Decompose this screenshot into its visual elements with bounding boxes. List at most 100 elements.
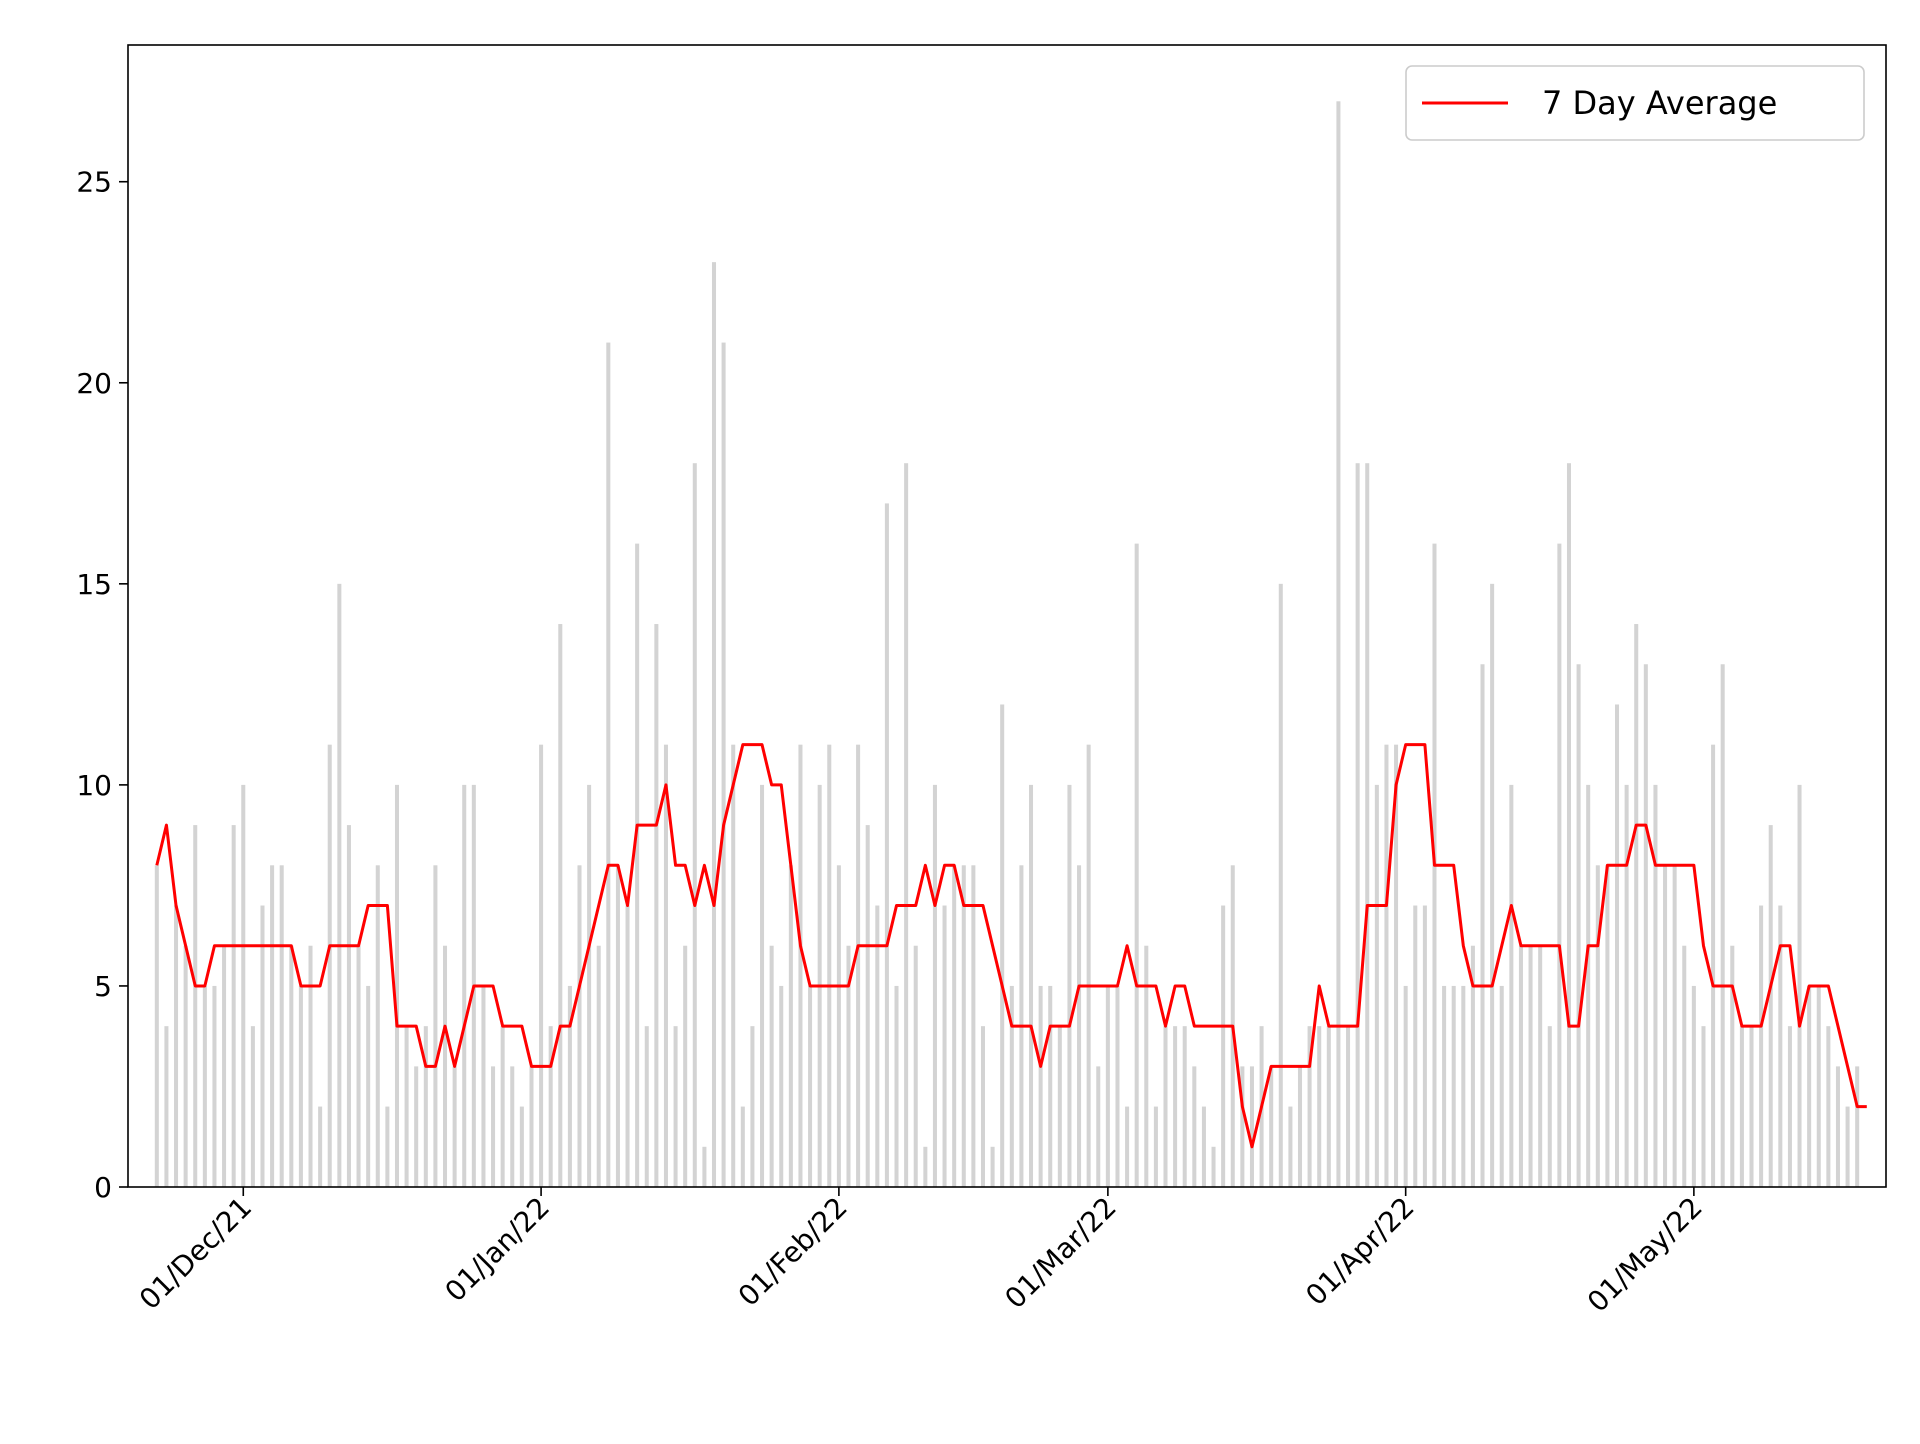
bar	[1499, 985, 1504, 1187]
bar	[154, 865, 159, 1187]
bar	[1826, 1026, 1831, 1187]
bar	[1403, 985, 1408, 1187]
bar	[884, 503, 889, 1187]
bar	[356, 945, 361, 1187]
bar	[923, 1146, 928, 1187]
bar	[865, 825, 870, 1187]
bar	[1691, 985, 1696, 1187]
plot-frame	[127, 44, 1887, 1188]
bar	[1807, 985, 1812, 1187]
bar	[1297, 1066, 1303, 1187]
bar	[615, 865, 620, 1187]
bar	[1269, 1066, 1274, 1187]
bar	[1307, 1026, 1312, 1187]
bar	[702, 1146, 707, 1187]
bar	[318, 1106, 323, 1187]
bar	[1624, 784, 1629, 1187]
bar	[1163, 1026, 1168, 1187]
legend-label: 7 Day Average	[1542, 84, 1777, 122]
bar	[625, 905, 630, 1187]
bar	[423, 1026, 428, 1187]
bar	[510, 1066, 515, 1187]
bar	[1182, 1026, 1187, 1187]
bar	[1000, 704, 1005, 1187]
bar	[1057, 1026, 1062, 1187]
bar	[1470, 945, 1475, 1187]
bar	[856, 744, 861, 1187]
bar	[1615, 704, 1620, 1187]
bar	[1759, 905, 1764, 1187]
bar	[644, 1026, 649, 1187]
bar	[1086, 744, 1091, 1187]
bar	[481, 985, 486, 1187]
bar	[1288, 1106, 1293, 1187]
bar	[1317, 1026, 1322, 1187]
bar	[932, 784, 937, 1187]
bar	[673, 1026, 678, 1187]
bar	[952, 865, 957, 1187]
bar	[222, 945, 227, 1187]
bar	[452, 1066, 457, 1187]
bar	[769, 945, 774, 1187]
bar	[875, 905, 880, 1187]
bar	[1394, 744, 1399, 1187]
bar	[596, 945, 601, 1187]
bar	[1653, 784, 1658, 1187]
bar	[202, 985, 207, 1187]
bar	[529, 1066, 534, 1187]
bar	[1461, 985, 1466, 1187]
bar	[1173, 1026, 1178, 1187]
bar	[1355, 463, 1360, 1187]
bar	[1682, 945, 1687, 1187]
bar	[548, 1026, 553, 1187]
bar	[1509, 784, 1514, 1187]
y-tick-label: 15	[76, 568, 112, 601]
bar	[1595, 865, 1600, 1187]
bar	[1701, 1026, 1706, 1187]
bar	[971, 865, 976, 1187]
bar	[808, 985, 813, 1187]
bar	[1855, 1066, 1860, 1187]
bar	[1048, 985, 1053, 1187]
bar	[1451, 985, 1456, 1187]
bar	[1105, 985, 1110, 1187]
y-tick-label: 25	[76, 166, 112, 199]
bar	[1643, 664, 1648, 1187]
bar	[942, 905, 947, 1187]
bar	[1346, 1026, 1351, 1187]
bar	[654, 624, 659, 1187]
bar	[606, 342, 611, 1187]
bar	[231, 825, 236, 1187]
bar	[241, 784, 246, 1187]
bar	[1518, 945, 1523, 1187]
bar	[1547, 1026, 1552, 1187]
bar	[1787, 1026, 1792, 1187]
legend-box	[1405, 65, 1865, 141]
bar	[491, 1066, 496, 1187]
bar	[443, 945, 448, 1187]
bar	[1576, 664, 1581, 1187]
bar	[904, 463, 909, 1187]
bar	[366, 985, 371, 1187]
bar	[1835, 1066, 1840, 1187]
bar	[1374, 784, 1379, 1187]
bar	[760, 784, 765, 1187]
bar	[1586, 784, 1591, 1187]
bar	[1413, 905, 1418, 1187]
bar	[289, 945, 294, 1187]
bar	[519, 1106, 524, 1187]
bar	[1125, 1106, 1130, 1187]
bar	[1336, 101, 1341, 1187]
bar	[1038, 985, 1043, 1187]
bar	[337, 583, 342, 1187]
bar	[779, 985, 784, 1187]
bar	[711, 262, 717, 1187]
bar	[663, 744, 668, 1187]
y-tick-label: 5	[94, 970, 112, 1003]
bar	[913, 945, 918, 1187]
bar	[1528, 945, 1533, 1187]
bar	[1115, 985, 1120, 1187]
bar	[1278, 583, 1283, 1187]
bar	[1749, 1026, 1754, 1187]
